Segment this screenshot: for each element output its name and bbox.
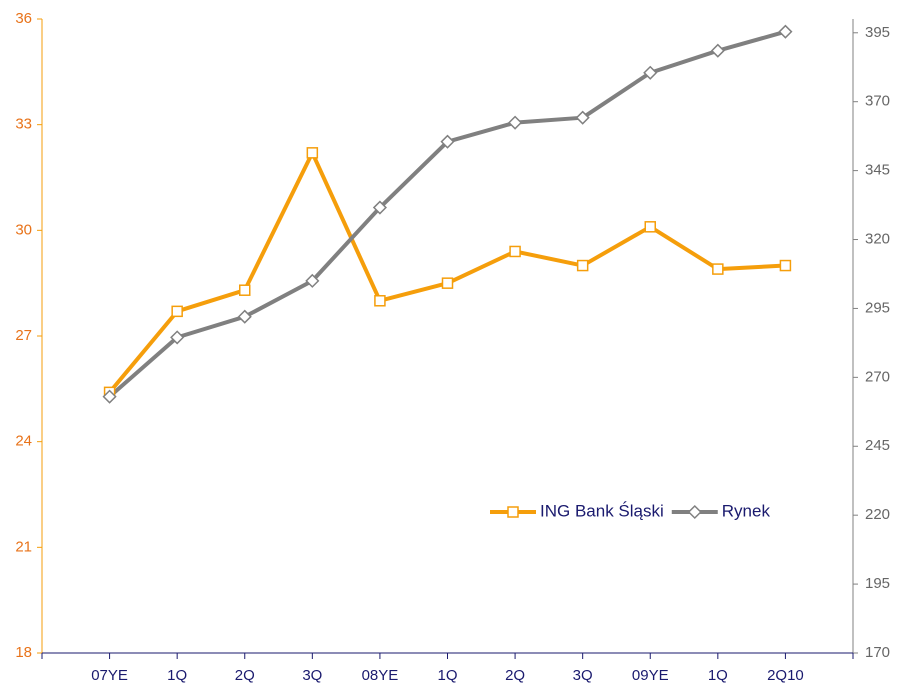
y-tick-label: 33 (15, 116, 32, 133)
y-tick-label: 24 (15, 433, 32, 450)
y-tick-label: 18 (15, 644, 32, 661)
x-tick-label: 07YE (91, 667, 128, 684)
marker (239, 284, 251, 296)
marker (509, 245, 521, 258)
y-tick-label: 27 (15, 327, 32, 344)
marker (778, 24, 793, 39)
marker (305, 273, 320, 288)
y2-tick-label: 170 (865, 644, 890, 661)
x-tick-label: 1Q (167, 667, 187, 684)
series-line (108, 29, 786, 399)
y2-tick-label: 245 (865, 437, 890, 454)
y-tick-label: 21 (15, 538, 32, 555)
y2-tick-label: 295 (865, 299, 890, 316)
marker (306, 147, 319, 159)
marker (507, 506, 519, 518)
x-tick-label: 08YE (362, 667, 399, 684)
marker (687, 504, 702, 520)
marker (575, 110, 590, 125)
x-tick-label: 2Q (505, 667, 525, 684)
marker (508, 115, 523, 130)
x-tick-label: 3Q (302, 667, 322, 684)
legend-label: ING Bank Śląski (540, 501, 664, 520)
marker (712, 263, 724, 275)
x-tick-label: 2Q10 (767, 667, 804, 684)
x-tick-label: 09YE (632, 667, 669, 684)
y2-tick-label: 220 (865, 506, 890, 523)
marker (372, 200, 387, 215)
marker (374, 295, 386, 307)
x-tick-label: 3Q (573, 667, 593, 684)
y2-tick-label: 395 (865, 24, 890, 41)
y2-tick-label: 320 (865, 230, 890, 247)
series-line (108, 150, 786, 394)
legend-label: Rynek (722, 501, 771, 520)
y-tick-label: 30 (15, 221, 32, 238)
marker (576, 259, 589, 272)
marker (643, 65, 658, 80)
marker (171, 305, 183, 318)
marker (170, 330, 185, 345)
x-tick-label: 2Q (235, 667, 255, 684)
marker (441, 277, 454, 289)
marker (644, 221, 656, 233)
y2-tick-label: 370 (865, 93, 890, 110)
marker (710, 43, 725, 58)
marker (237, 309, 252, 324)
y2-tick-label: 195 (865, 575, 890, 592)
x-tick-label: 1Q (437, 667, 457, 684)
marker (779, 259, 792, 272)
marker (102, 389, 117, 404)
x-tick-label: 1Q (708, 667, 728, 684)
y2-tick-label: 345 (865, 162, 890, 179)
y2-tick-label: 270 (865, 368, 890, 385)
marker (440, 134, 455, 149)
y-tick-label: 36 (15, 10, 32, 27)
